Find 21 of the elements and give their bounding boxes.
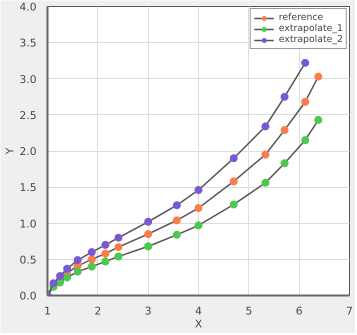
y-tick-label: 3.5 <box>20 36 37 50</box>
x-tick-label: 6 <box>296 304 303 318</box>
y-tick-label: 2.5 <box>20 108 37 122</box>
legend-label: extrapolate_1 <box>278 23 343 34</box>
y-axis-title: Y <box>4 147 17 156</box>
y-tick-label: 2.0 <box>20 145 37 158</box>
y-tick-label: 3.0 <box>20 72 37 86</box>
y-tick-label: 4.0 <box>20 0 37 14</box>
x-tick-label: 2 <box>94 304 102 318</box>
x-tick-label: 3 <box>144 304 152 318</box>
y-tick-label: 1.5 <box>20 181 37 194</box>
legend-label: reference <box>278 12 324 23</box>
y-tick-label: 1.0 <box>20 217 37 230</box>
y-tick-label: 0.0 <box>20 290 37 302</box>
x-tick-label: 1 <box>44 304 51 318</box>
legend-label: extrapolate_2 <box>278 34 343 45</box>
x-tick-label: 4 <box>195 304 202 318</box>
x-tick-label: 5 <box>245 304 252 318</box>
x-tick-label: 7 <box>346 304 353 318</box>
y-tick-label: 0.5 <box>20 253 37 266</box>
x-axis-title: X <box>194 318 202 330</box>
